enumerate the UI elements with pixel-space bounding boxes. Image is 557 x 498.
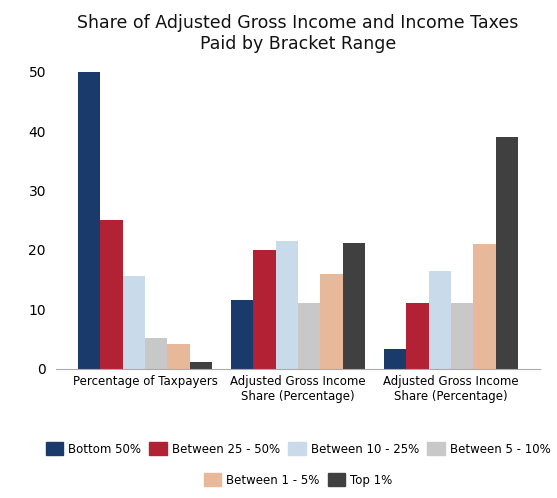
- Legend: Between 1 - 5%, Top 1%: Between 1 - 5%, Top 1%: [204, 473, 392, 487]
- Bar: [78, 72, 100, 369]
- Bar: [123, 276, 145, 369]
- Bar: [190, 362, 212, 369]
- Bar: [406, 303, 428, 369]
- Bar: [384, 349, 406, 369]
- Bar: [168, 344, 190, 369]
- Bar: [253, 250, 276, 369]
- Bar: [100, 220, 123, 369]
- Bar: [496, 137, 518, 369]
- Bar: [298, 303, 320, 369]
- Bar: [428, 270, 451, 369]
- Bar: [473, 244, 496, 369]
- Bar: [451, 303, 473, 369]
- Bar: [343, 243, 365, 369]
- Bar: [276, 241, 298, 369]
- Bar: [231, 300, 253, 369]
- Bar: [145, 338, 168, 369]
- Bar: [320, 273, 343, 369]
- Title: Share of Adjusted Gross Income and Income Taxes
Paid by Bracket Range: Share of Adjusted Gross Income and Incom…: [77, 14, 519, 53]
